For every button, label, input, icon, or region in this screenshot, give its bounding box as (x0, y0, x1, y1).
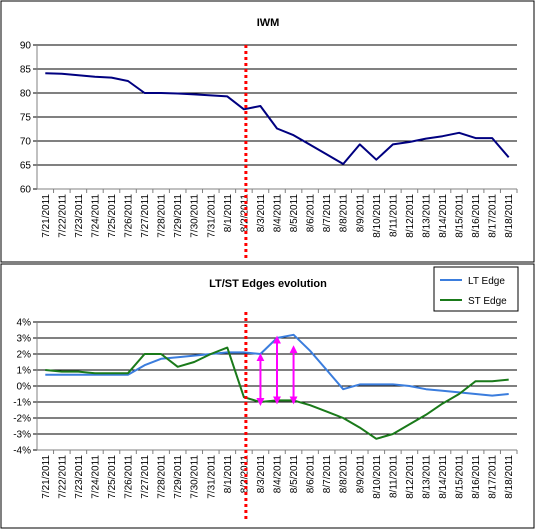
legend-lt-edge-label: LT Edge (468, 276, 505, 287)
iwm-x-tick-label: 7/27/2011 (140, 194, 151, 238)
iwm-x-tick-label: 7/26/2011 (124, 194, 135, 238)
edges-x-tick-label: 7/24/2011 (90, 455, 101, 499)
legend-st-edge-label: ST Edge (468, 296, 507, 307)
iwm-chart-title: IWM (257, 17, 280, 29)
iwm-x-tick-label: 8/14/2011 (438, 194, 449, 238)
iwm-x-tick-label: 8/18/2011 (504, 194, 515, 238)
edges-y-tick-label: -4% (13, 446, 31, 457)
iwm-y-tick-label: 65 (20, 161, 32, 172)
iwm-x-tick-label: 7/25/2011 (107, 194, 118, 238)
edges-chart-plot: -4% -3% -2% -1% 0% 1% 2% 3% 4% 7/21/2011 7/22/2011… (13, 312, 518, 520)
edges-x-tick-label: 8/13/2011 (421, 455, 432, 499)
edges-x-tick-label: 7/31/2011 (206, 455, 217, 499)
iwm-x-tick-label: 8/4/2011 (273, 194, 284, 233)
edges-x-tick-label: 7/29/2011 (173, 455, 184, 499)
iwm-x-tick-label: 7/28/2011 (157, 194, 168, 238)
iwm-y-tick-label: 75 (20, 113, 32, 124)
edges-x-tick-label: 7/28/2011 (157, 455, 168, 499)
iwm-x-tick-label: 8/15/2011 (455, 194, 466, 238)
iwm-x-tick-label: 8/1/2011 (223, 194, 234, 233)
edges-x-tick-label: 8/18/2011 (504, 455, 515, 499)
iwm-x-tick-label: 8/5/2011 (289, 194, 300, 233)
edges-x-tick-label: 8/16/2011 (471, 455, 482, 499)
edges-legend: LT Edge ST Edge (433, 266, 519, 312)
iwm-x-tick-label: 8/16/2011 (471, 194, 482, 238)
iwm-x-tick-label: 7/29/2011 (173, 194, 184, 238)
edges-x-tick-label: 8/1/2011 (223, 455, 234, 494)
edges-x-tick-label: 8/10/2011 (372, 455, 383, 499)
iwm-x-tick-label: 8/13/2011 (421, 194, 432, 238)
iwm-x-tick-label: 8/8/2011 (339, 194, 350, 233)
edges-y-tick-label: -1% (13, 398, 31, 409)
iwm-x-tick-label: 7/21/2011 (41, 194, 52, 238)
iwm-series-line-0 (45, 72, 510, 165)
edges-y-tick-label: -2% (13, 414, 31, 425)
edges-x-tick-label: 8/7/2011 (322, 455, 333, 494)
edges-x-tick-label: 8/12/2011 (405, 455, 416, 499)
edges-y-tick-label: -3% (13, 430, 31, 441)
iwm-x-tick-label: 8/17/2011 (488, 194, 499, 238)
edges-x-tick-label: 8/15/2011 (455, 455, 466, 499)
iwm-x-tick-label: 8/9/2011 (355, 194, 366, 233)
edges-x-tick-label: 7/26/2011 (124, 455, 135, 499)
edges-x-tick-label: 8/17/2011 (488, 455, 499, 499)
edges-x-tick-label: 7/30/2011 (190, 455, 201, 499)
iwm-x-tick-label: 8/3/2011 (256, 194, 267, 233)
edges-y-tick-label: 3% (17, 334, 32, 345)
iwm-x-tick-label: 7/23/2011 (74, 194, 85, 238)
iwm-x-tick-label: 8/6/2011 (306, 194, 317, 233)
edges-x-tick-label: 8/11/2011 (388, 455, 399, 498)
edges-y-tick-label: 2% (17, 350, 32, 361)
iwm-x-tick-label: 7/31/2011 (206, 194, 217, 238)
iwm-y-tick-label: 60 (20, 185, 32, 196)
iwm-x-tick-label: 7/30/2011 (190, 194, 201, 238)
edges-x-tick-label: 8/14/2011 (438, 455, 449, 499)
iwm-x-tick-label: 7/24/2011 (90, 194, 101, 238)
iwm-y-tick-label: 90 (20, 41, 32, 52)
edges-y-tick-label: 4% (17, 318, 32, 329)
edges-x-tick-label: 8/9/2011 (355, 455, 366, 494)
iwm-chart-plot: 60 65 70 75 80 85 90 7/21/2011 7/22/2011 7/23/201… (20, 41, 518, 261)
iwm-y-tick-label: 80 (20, 89, 32, 100)
iwm-y-tick-label: 85 (20, 65, 32, 76)
iwm-x-tick-label: 8/2/2011 (239, 194, 250, 233)
edges-x-tick-label: 8/4/2011 (273, 455, 284, 494)
iwm-y-tick-label: 70 (20, 137, 32, 148)
edges-x-tick-label: 8/2/2011 (239, 455, 250, 494)
edges-x-tick-label: 7/27/2011 (140, 455, 151, 499)
iwm-x-tick-label: 8/10/2011 (372, 194, 383, 238)
legend-box (433, 266, 519, 312)
iwm-x-tick-label: 8/11/2011 (388, 194, 399, 237)
edges-y-tick-label: 0% (17, 382, 32, 393)
iwm-x-tick-label: 8/7/2011 (322, 194, 333, 233)
edges-x-tick-label: 7/22/2011 (57, 455, 68, 499)
edges-x-tick-label: 7/25/2011 (107, 455, 118, 499)
edges-x-tick-label: 8/3/2011 (256, 455, 267, 494)
edges-x-tick-label: 8/6/2011 (306, 455, 317, 494)
edges-y-tick-label: 1% (17, 366, 32, 377)
edges-x-tick-label: 7/23/2011 (74, 455, 85, 499)
iwm-x-tick-label: 7/22/2011 (57, 194, 68, 238)
edges-x-tick-label: 8/5/2011 (289, 455, 300, 494)
edges-chart-title: LT/ST Edges evolution (209, 278, 327, 290)
iwm-x-tick-label: 8/12/2011 (405, 194, 416, 238)
edges-x-tick-label: 7/21/2011 (41, 455, 52, 499)
edges-x-tick-label: 8/8/2011 (339, 455, 350, 494)
